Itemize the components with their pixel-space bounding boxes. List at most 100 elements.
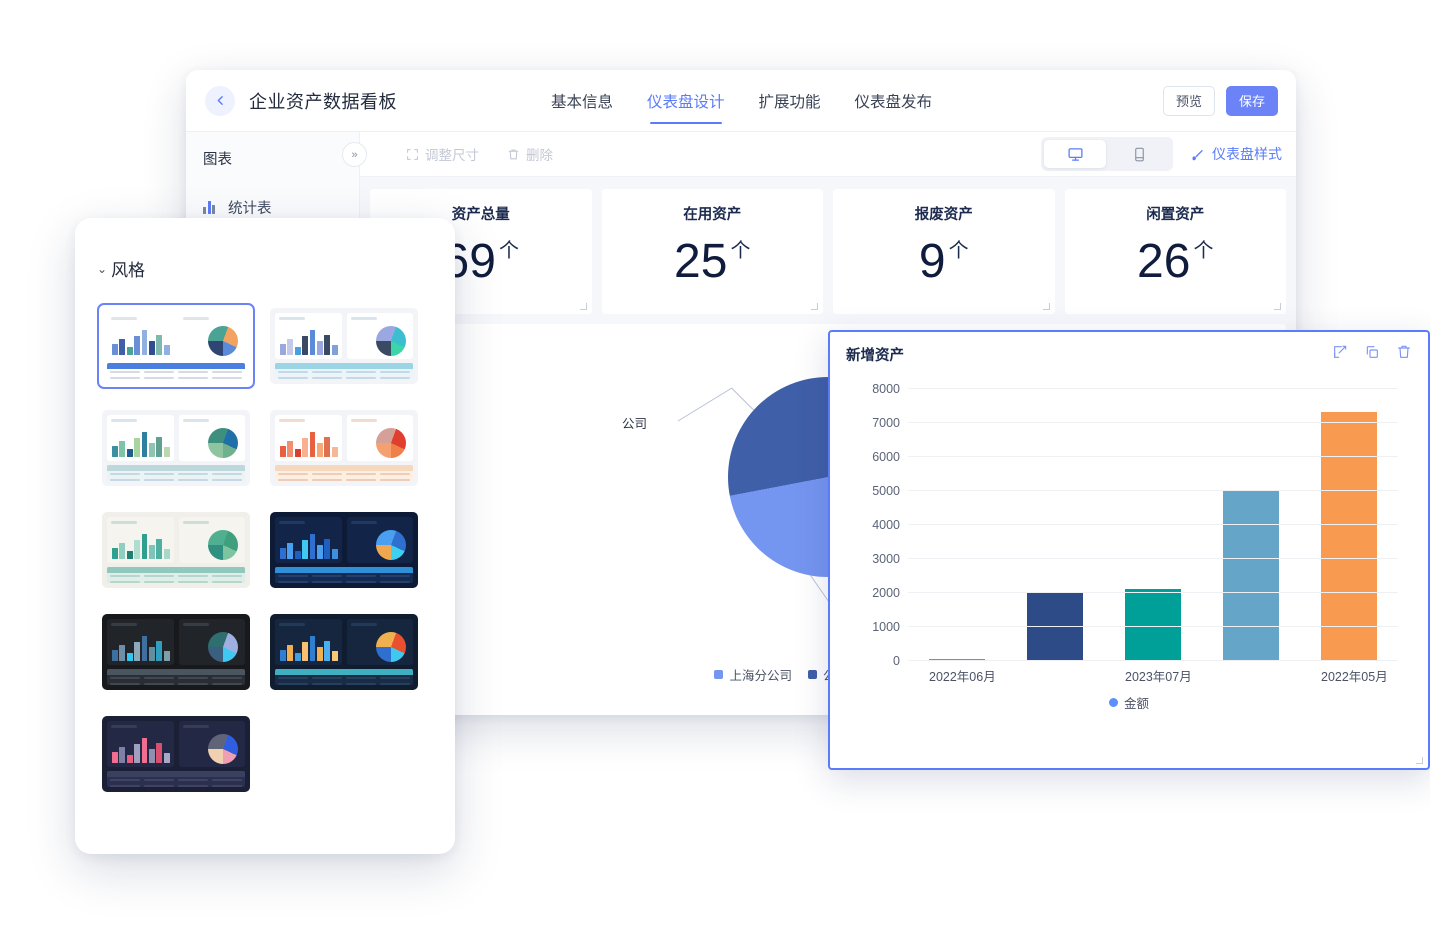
theme-option-warm-red[interactable] (265, 405, 423, 491)
sidebar-title: 图表 (203, 152, 232, 168)
bar-chart-title: 新增资产 (846, 348, 904, 364)
tab-dashboard-publish[interactable]: 仪表盘发布 (854, 93, 933, 111)
tab-extended-features[interactable]: 扩展功能 (758, 93, 821, 111)
bar[interactable] (1223, 490, 1279, 661)
theme-preview-table (275, 567, 413, 583)
dashboard-style-button[interactable]: 仪表盘样式 (1191, 144, 1282, 164)
bar[interactable] (1125, 588, 1181, 661)
desktop-icon (1067, 147, 1083, 161)
theme-option-green-teal[interactable] (97, 405, 255, 491)
theme-option-purple-rose[interactable] (97, 711, 255, 797)
legend-item[interactable]: 上海分公司 (714, 665, 792, 684)
theme-preview-table (107, 669, 245, 685)
theme-preview-bar-pane (107, 619, 174, 665)
copy-icon[interactable] (1364, 344, 1380, 360)
grid-line (908, 524, 1398, 525)
bar-legend: 金额 (846, 693, 1412, 712)
card-resize-handle[interactable] (579, 303, 587, 310)
theme-preview-bar-pane (107, 415, 174, 461)
sidebar-collapse-toggle[interactable]: » (342, 142, 367, 167)
theme-preview-pie-pane (346, 313, 413, 359)
app-header: 企业资产数据看板 基本信息 仪表盘设计 扩展功能 仪表盘发布 预览 保存 (186, 70, 1296, 132)
x-axis-tick-label: 2023年07月 (1125, 670, 1192, 684)
kpi-value-wrap: 26 个 (1137, 238, 1213, 286)
kpi-card-idle-assets[interactable]: 闲置资产 26 个 (1064, 189, 1286, 314)
theme-preview-bar-pane (275, 313, 342, 359)
new-assets-chart-panel[interactable]: 新增资产 0 1000 2000 3000 4000 50 (828, 330, 1430, 770)
brush-icon (1192, 149, 1203, 160)
resize-icon (407, 148, 418, 160)
theme-preview-table (275, 669, 413, 685)
y-axis-tick-label: 0 (893, 654, 900, 668)
style-panel-title: 风格 (111, 261, 146, 280)
kpi-value: 9 (918, 235, 946, 288)
grid-line (908, 558, 1398, 559)
x-axis-tick-label: 2022年06月 (929, 670, 996, 684)
sidebar-item-statistics-table[interactable]: 统计表 (186, 191, 359, 224)
device-mobile-button[interactable] (1108, 140, 1170, 168)
grid-line (908, 660, 1398, 661)
theme-preview-table (275, 465, 413, 481)
theme-preview-pie-pane (178, 415, 245, 461)
bar-series (908, 389, 1398, 661)
device-desktop-button[interactable] (1044, 140, 1106, 168)
kpi-unit: 个 (730, 240, 751, 262)
bar-chart-icon (203, 201, 215, 214)
y-axis-tick-label: 2000 (872, 586, 900, 600)
kpi-card-in-use-assets[interactable]: 在用资产 25 个 (601, 189, 823, 314)
grid-line (908, 626, 1398, 627)
y-axis-tick-label: 1000 (872, 620, 900, 634)
tab-bar: 基本信息 仪表盘设计 扩展功能 仪表盘发布 (551, 70, 932, 131)
bar[interactable] (1321, 412, 1377, 661)
theme-option-classic-blue[interactable] (97, 303, 255, 389)
tab-dashboard-design[interactable]: 仪表盘设计 (647, 70, 725, 131)
panel-resize-handle[interactable] (1416, 757, 1423, 764)
y-axis-tick-label: 5000 (872, 484, 900, 498)
theme-preview-bar-pane (107, 517, 174, 563)
sidebar-item-label: 统计表 (228, 201, 272, 217)
kpi-row: 资产总量 69 个 在用资产 25 个 (370, 189, 1286, 314)
kpi-value-wrap: 25 个 (674, 238, 750, 286)
card-resize-handle[interactable] (1274, 303, 1281, 310)
bar[interactable] (929, 658, 985, 661)
legend-label: 金额 (1123, 697, 1149, 711)
theme-preview-bar-pane (275, 619, 342, 665)
tab-basic-info[interactable]: 基本信息 (551, 93, 614, 111)
trash-icon (508, 149, 519, 159)
style-panel-header[interactable]: ⌄ 风格 (75, 256, 455, 281)
theme-preview-table (107, 465, 245, 481)
edit-icon[interactable] (1332, 344, 1348, 360)
theme-option-charcoal[interactable] (97, 609, 255, 695)
chevron-down-icon: ⌄ (97, 261, 108, 276)
y-axis-tick-label: 4000 (872, 518, 900, 532)
x-axis-tick-label: 2022年05月 (1321, 670, 1388, 684)
delete-label: 删除 (526, 148, 553, 163)
theme-preview-pie-pane (346, 619, 413, 665)
save-button[interactable]: 保存 (1226, 85, 1278, 116)
grid-line (908, 388, 1398, 389)
card-resize-handle[interactable] (811, 303, 818, 310)
resize-label: 调整尺寸 (425, 148, 479, 163)
back-button[interactable] (205, 85, 235, 116)
preview-button[interactable]: 预览 (1163, 85, 1215, 116)
card-resize-handle[interactable] (1042, 303, 1050, 310)
theme-option-deep-navy[interactable] (265, 507, 423, 593)
delete-icon[interactable] (1396, 344, 1412, 360)
y-axis-tick-label: 7000 (872, 416, 900, 430)
grid-line (908, 490, 1398, 491)
kpi-label: 资产总量 (451, 207, 510, 223)
delete-button[interactable]: 删除 (507, 144, 553, 164)
resize-button[interactable]: 调整尺寸 (406, 144, 479, 164)
theme-preview-bar-pane (275, 517, 342, 563)
theme-option-sky-cyan[interactable] (265, 303, 423, 389)
theme-option-midnight-amber[interactable] (265, 609, 423, 695)
theme-preview-pie-pane (178, 313, 245, 359)
y-axis-tick-label: 8000 (872, 382, 900, 396)
bar-panel-header: 新增资产 (846, 344, 1412, 365)
kpi-card-scrapped-assets[interactable]: 报废资产 9 个 (833, 189, 1055, 314)
theme-option-mint-light[interactable] (97, 507, 255, 593)
theme-preview-bar-pane (107, 313, 174, 359)
y-axis-tick-label: 3000 (872, 552, 900, 566)
kpi-value-wrap: 9 个 (919, 238, 969, 286)
